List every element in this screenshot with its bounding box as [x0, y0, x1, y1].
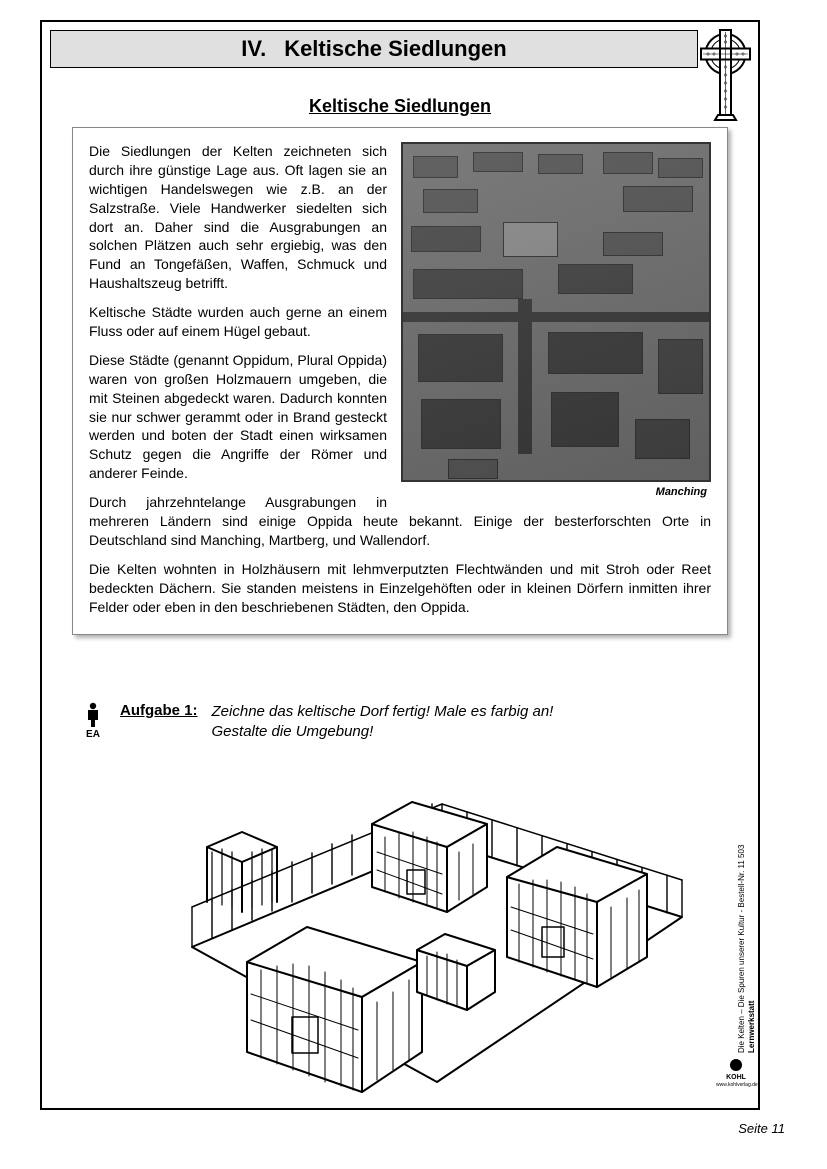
content-inner: Manching Die Siedlungen der Kelten zeich… [89, 142, 711, 618]
publisher-url: www.kohlverlag.de [716, 1082, 758, 1088]
credit-line1: Lernwerkstatt [747, 1001, 756, 1053]
publisher-logo-icon [729, 1058, 743, 1072]
page-frame: IV. Keltische Siedlungen Keltische Si [40, 20, 760, 1110]
paragraph-4: Durch jahrzehntelange Ausgrabungen in me… [89, 493, 711, 550]
task-label: Aufgabe 1: [120, 702, 198, 719]
task-text-line2: Gestalte die Umgebung! [212, 723, 374, 740]
photo-manching [401, 142, 711, 482]
task-mode-icon: EA [80, 702, 106, 740]
subtitle: Keltische Siedlungen [42, 96, 758, 117]
task-row: EA Aufgabe 1: Zeichne das keltische Dorf… [80, 702, 728, 743]
publisher-name: KOHL [726, 1074, 746, 1081]
side-credits: Lernwerkstatt Die Kelten – Die Spuren un… [722, 883, 752, 1063]
paragraph-5: Die Kelten wohnten in Holzhäusern mit le… [89, 560, 711, 617]
task-mode-label: EA [86, 729, 100, 740]
chapter-title: Keltische Siedlungen [284, 36, 507, 62]
photo-caption: Manching [401, 486, 711, 498]
content-box: Manching Die Siedlungen der Kelten zeich… [72, 127, 728, 635]
photo-wrap: Manching [401, 142, 711, 498]
credit-line2: Die Kelten – Die Spuren unserer Kultur -… [737, 845, 746, 1053]
village-drawing [137, 752, 697, 1097]
page-number: Seite 11 [738, 1121, 785, 1136]
task-text-line1: Zeichne das keltische Dorf fertig! Male … [212, 703, 554, 720]
chapter-number: IV. [241, 36, 266, 62]
task-text: Zeichne das keltische Dorf fertig! Male … [212, 702, 554, 743]
chapter-header: IV. Keltische Siedlungen [50, 30, 698, 68]
